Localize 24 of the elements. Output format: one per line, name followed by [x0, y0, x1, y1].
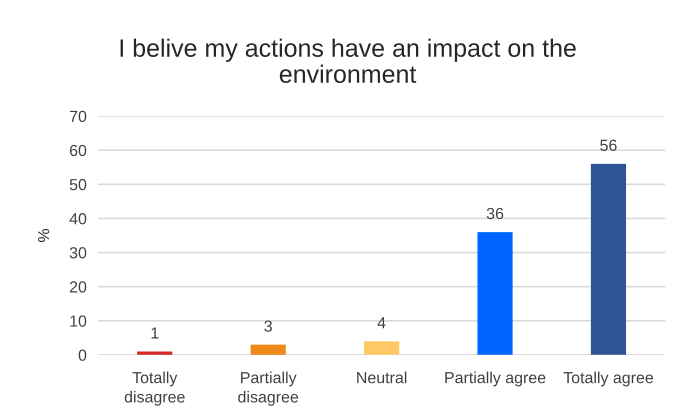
bar	[477, 232, 513, 355]
chart-title: I belive my actions have an impact on the environment	[120, 38, 576, 83]
y-tick-label: 60	[70, 144, 86, 156]
data-label: 36	[486, 208, 504, 220]
y-tick-label: 30	[70, 247, 86, 258]
y-tick-label: 20	[70, 281, 86, 293]
y-tick-label: 40	[70, 213, 86, 224]
x-tick-label: Totally disagree	[124, 372, 185, 406]
x-tick-label: Neutral	[357, 372, 406, 384]
bar	[250, 344, 286, 355]
data-label: 56	[600, 140, 617, 151]
y-tick-label: 0	[78, 350, 86, 361]
x-tick-label: Partially disagree	[238, 372, 298, 406]
y-axis-title: %	[38, 228, 50, 242]
data-label: 3	[264, 320, 272, 332]
bar	[364, 341, 400, 355]
y-tick-label: 10	[70, 315, 86, 327]
data-label: 1	[152, 327, 158, 338]
x-tick-label: Totally agree	[564, 372, 654, 386]
y-tick-label: 70	[70, 110, 86, 122]
data-label: 4	[378, 317, 386, 328]
x-tick-label: Partially agree	[445, 372, 546, 386]
y-tick-label: 50	[70, 178, 86, 190]
bar	[590, 164, 626, 355]
